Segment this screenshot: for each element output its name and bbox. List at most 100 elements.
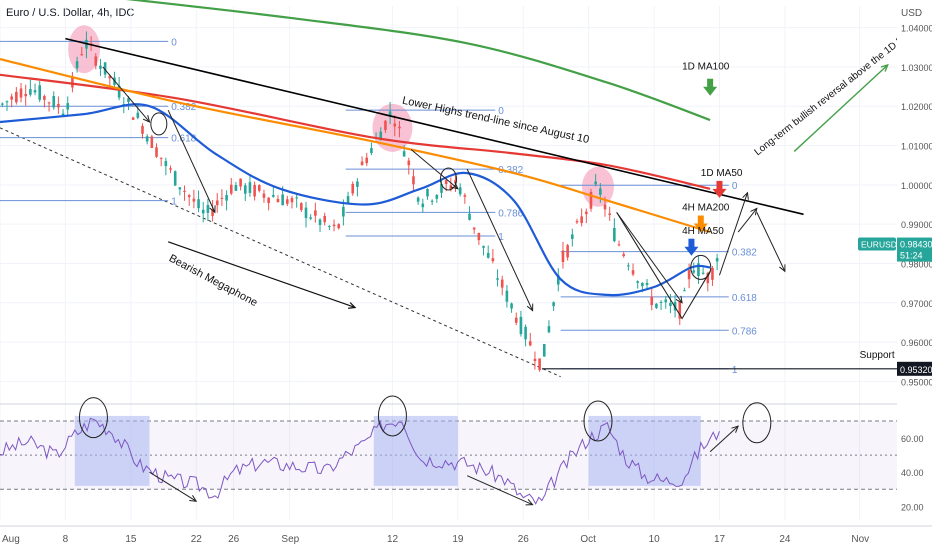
candle-body (575, 220, 579, 223)
candle-body (599, 188, 602, 195)
candle-body (243, 185, 247, 194)
candle (701, 266, 705, 275)
candle (1, 102, 4, 108)
candle-body (201, 209, 205, 214)
candle-body (379, 131, 383, 141)
rsi-arrow (709, 425, 740, 453)
candle (412, 169, 415, 192)
candle (617, 240, 621, 247)
rsi-circle (583, 400, 613, 442)
megaphone-lower-line (0, 127, 561, 378)
swing-circle (690, 254, 712, 280)
arrow-shaft (466, 168, 534, 311)
arrow-head (348, 302, 357, 309)
candle-body (589, 191, 593, 209)
candle-body (141, 125, 144, 134)
rsi-pane (0, 395, 897, 505)
candle (477, 232, 481, 245)
arrow-shaft (466, 475, 533, 506)
candle-body (267, 197, 270, 204)
price-axis-tick: 0.97000 (901, 299, 932, 309)
candle (463, 193, 467, 204)
fib-label: 0.618 (171, 134, 196, 145)
arrow-stem (716, 180, 723, 190)
time-axis-tick: 15 (125, 534, 137, 545)
candle-body (440, 183, 443, 193)
candle-body (61, 113, 65, 116)
time-axis-tick: 12 (387, 534, 399, 545)
candle-body (155, 147, 158, 157)
candle (145, 134, 149, 145)
candle (491, 249, 495, 264)
candle-body (75, 61, 79, 69)
price-axis-tick: 0.98000 (901, 259, 932, 269)
candle-body (683, 290, 686, 292)
eurusd-price-tag (897, 237, 932, 262)
arrow-head (675, 295, 683, 304)
candle (183, 185, 186, 201)
candle-body (169, 168, 172, 170)
candle (61, 109, 65, 117)
candle-body (566, 245, 569, 258)
candle (622, 251, 625, 258)
candle-body (655, 303, 658, 308)
candle-body (412, 176, 415, 185)
candle (458, 183, 462, 197)
price-axis: USD 1.04000 1.03000 1.02000 1.01000 1.00000 0.… (858, 0, 932, 550)
time-axis: Aug 8 15 22 26 Sep 12 19 26 Oct 10 17 24 Nov (0, 525, 932, 545)
rsi-arrow (466, 475, 534, 506)
support-label: Support (860, 350, 895, 361)
fib-label: 1 (498, 232, 504, 243)
candle-body (678, 301, 682, 319)
candle (304, 201, 308, 228)
rsi-zone (74, 415, 150, 486)
candle (715, 253, 719, 271)
time-axis-tick: 10 (649, 534, 661, 545)
candle-body (173, 171, 177, 186)
candle-body (519, 316, 523, 335)
candle (608, 206, 611, 221)
candle-body (524, 326, 527, 340)
candle (332, 219, 336, 232)
trendline-label: Lower Highs trend-line since August 10 (401, 95, 590, 146)
candle (257, 184, 261, 193)
candle-body (10, 96, 13, 100)
candle-body (178, 187, 182, 190)
projection-arrow (167, 109, 216, 214)
rsi-zone (373, 415, 458, 486)
fib-label: 0.618 (732, 293, 757, 304)
price-axis-tick: 1.04000 (901, 24, 932, 34)
candle (272, 186, 275, 198)
candle-body (332, 224, 336, 227)
candle-body (514, 317, 518, 323)
candle-body (33, 90, 37, 93)
candle (346, 191, 350, 205)
arrow-tip (684, 246, 699, 256)
candle (38, 80, 42, 103)
candle-body (342, 206, 345, 217)
arrow-shaft (718, 192, 748, 276)
candle-body (482, 245, 485, 248)
arrow-shaft (410, 149, 459, 190)
candle-body (500, 279, 504, 288)
candle-body (711, 268, 714, 280)
support-price-tag (897, 361, 932, 376)
candle-body (286, 199, 289, 204)
candle-body (145, 136, 149, 142)
candle-body (262, 193, 266, 198)
candle-body (290, 198, 294, 203)
candle-body (108, 75, 112, 79)
arrow-head (189, 495, 198, 502)
candle (290, 195, 294, 209)
candle-body (538, 358, 541, 370)
reversal-arrow (793, 63, 889, 152)
candle-body (664, 299, 668, 303)
arrow-shaft (102, 66, 150, 123)
candle-body (650, 296, 654, 306)
candle (365, 152, 369, 167)
fib-label: 0.786 (732, 326, 757, 337)
candle (169, 165, 172, 174)
fib-label: 1 (732, 365, 738, 376)
candle (19, 82, 23, 103)
